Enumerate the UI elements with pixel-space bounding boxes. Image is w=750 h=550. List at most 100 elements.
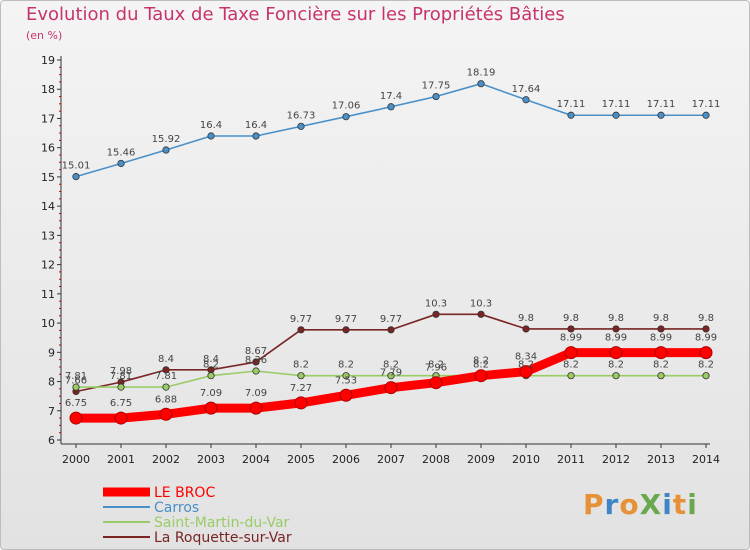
series-carros [72,80,710,181]
data-label: 9.77 [335,314,357,325]
y-tick-label: 8 [48,376,55,389]
data-label: 17.64 [512,84,541,95]
y-tick-label: 17 [41,112,55,125]
data-point [342,326,350,334]
data-label: 8.4 [203,354,219,365]
data-label: 8.67 [245,346,267,357]
y-tick-label: 14 [41,200,55,213]
data-label: 10.3 [425,298,447,309]
data-point [564,346,578,360]
data-point [294,396,308,410]
data-point [699,346,713,360]
data-label: 17.4 [380,91,402,102]
data-label: 8.2 [203,360,219,371]
data-point [702,111,710,119]
data-label: 8.2 [563,360,579,371]
data-label: 7.81 [65,371,87,382]
data-point [159,407,173,421]
x-tick-label: 2014 [692,453,720,466]
data-label: 7.09 [245,388,267,399]
data-point [657,372,665,380]
data-point [114,411,128,425]
data-point [117,383,125,391]
y-tick-label: 12 [41,259,55,272]
data-point [654,346,668,360]
data-point [72,173,80,181]
data-label: 7.81 [155,371,177,382]
data-point [429,376,443,390]
data-label: 8.2 [473,360,489,371]
data-label: 6.88 [155,394,177,405]
data-label: 16.4 [200,120,222,131]
data-point [252,132,260,140]
data-point [702,372,710,380]
data-point [567,372,575,380]
data-label: 17.06 [332,101,361,112]
data-label: 15.46 [107,147,136,158]
data-label: 8.99 [560,333,582,344]
x-tick-label: 2004 [242,453,270,466]
data-label: 9.8 [518,313,534,324]
data-label: 17.75 [422,81,451,92]
data-label: 6.75 [110,398,132,409]
x-tick-label: 2009 [467,453,495,466]
data-point [342,113,350,121]
data-label: 9.8 [698,313,714,324]
data-label: 8.2 [383,360,399,371]
axes: 6 7 8 9 10 11 12 13 14 15 16 17 18 19 2000 2001 2002 2003… [41,54,720,466]
data-point [72,383,80,391]
chart-title: Evolution du Taux de Taxe Foncière sur l… [26,4,565,25]
data-label: 17.11 [557,99,586,110]
data-point [702,325,710,333]
data-label: 18.19 [467,68,496,79]
legend-label: Carros [154,500,199,516]
data-point [657,325,665,333]
data-label: 8.2 [428,360,444,371]
data-label: 8.34 [515,352,537,363]
data-label: 15.92 [152,134,181,145]
data-label: 8.2 [518,360,534,371]
x-tick-label: 2000 [62,453,90,466]
data-label: 8.2 [653,360,669,371]
data-point [384,381,398,395]
data-label: 17.11 [692,99,721,110]
y-tick-label: 9 [48,346,55,359]
data-label: 8.99 [650,333,672,344]
y-tick-label: 16 [41,142,55,155]
data-point [339,388,353,402]
legend-label: Saint-Martin-du-Var [154,515,290,531]
data-label: 9.77 [380,314,402,325]
data-label: 8.36 [245,355,267,366]
data-point [387,372,395,380]
legend-label: LE BROC [154,485,215,501]
y-tick-label: 18 [41,83,55,96]
x-tick-label: 2006 [332,453,360,466]
data-point [567,111,575,119]
data-point [612,325,620,333]
data-point [162,146,170,154]
data-label: 9.8 [608,313,624,324]
x-tick-label: 2013 [647,453,675,466]
data-point [252,367,260,375]
y-tick-label: 6 [48,434,55,447]
data-point [519,365,533,379]
data-point [477,80,485,88]
y-tick-label: 19 [41,54,55,67]
data-label: 8.2 [293,360,309,371]
data-point [432,92,440,101]
data-label: 10.3 [470,298,492,309]
x-tick-label: 2003 [197,453,225,466]
series-le-broc [69,346,713,425]
data-label: 8.2 [338,360,354,371]
data-label: 16.4 [245,120,267,131]
data-label: 9.8 [563,313,579,324]
series-la-roquette-sur-var [72,310,710,396]
x-tick-label: 2012 [602,453,630,466]
data-point [207,132,215,140]
data-label: 15.01 [62,161,91,172]
data-label: 9.77 [290,314,312,325]
data-label: 7.53 [335,375,357,386]
data-point [522,325,530,333]
legend-label: La Roquette-sur-Var [154,530,292,546]
